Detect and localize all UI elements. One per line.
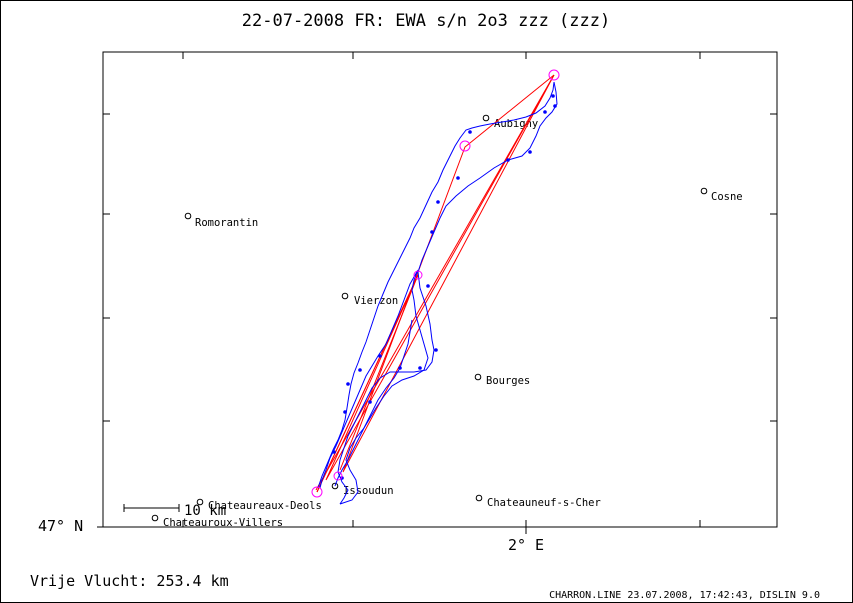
- track-line: [339, 269, 429, 505]
- place-label: Bourges: [486, 375, 530, 387]
- scale-bar-label: 10 km: [184, 503, 226, 519]
- place-label: Cosne: [711, 191, 743, 203]
- map-title: 22-07-2008 FR: EWA s/n 2o3 zzz (zzz): [242, 11, 610, 31]
- map-frame: [102, 51, 778, 528]
- credits-line: CHARRON.LINE 23.07.2008, 17:42:43, DISLI…: [549, 590, 820, 601]
- track-markers: [332, 94, 557, 480]
- turnpoint-marker: [413, 270, 423, 280]
- place-label: Chateaureaux-Deols: [208, 500, 322, 512]
- route-line: [316, 274, 419, 493]
- track-line: [334, 319, 413, 487]
- longitude-label: 2° E: [508, 536, 544, 554]
- places-layer: Aubigny Cosne Romorantin Vierzon Bourges…: [151, 114, 743, 529]
- place-label: Chateauroux-Villers: [163, 517, 283, 529]
- track-line: [319, 269, 419, 489]
- gps-track: [317, 81, 558, 505]
- turnpoint-marker: [459, 140, 471, 152]
- place-label: Vierzon: [354, 295, 398, 307]
- axis-ticks: [97, 52, 777, 534]
- place-label: Romorantin: [195, 217, 258, 229]
- place-label: Issoudun: [343, 485, 394, 497]
- place-label: Chateauneuf-s-Cher: [487, 497, 601, 509]
- latitude-label: 47° N: [38, 517, 83, 535]
- turnpoint-marker: [311, 486, 323, 498]
- turnpoints: [311, 69, 560, 498]
- track-line: [317, 81, 555, 489]
- scale-bar: 10 km: [123, 503, 226, 519]
- track-line: [337, 81, 558, 505]
- flight-distance: Vrije Vlucht: 253.4 km: [30, 572, 229, 590]
- turnpoint-marker: [333, 471, 343, 481]
- turnpoint-marker: [548, 69, 560, 81]
